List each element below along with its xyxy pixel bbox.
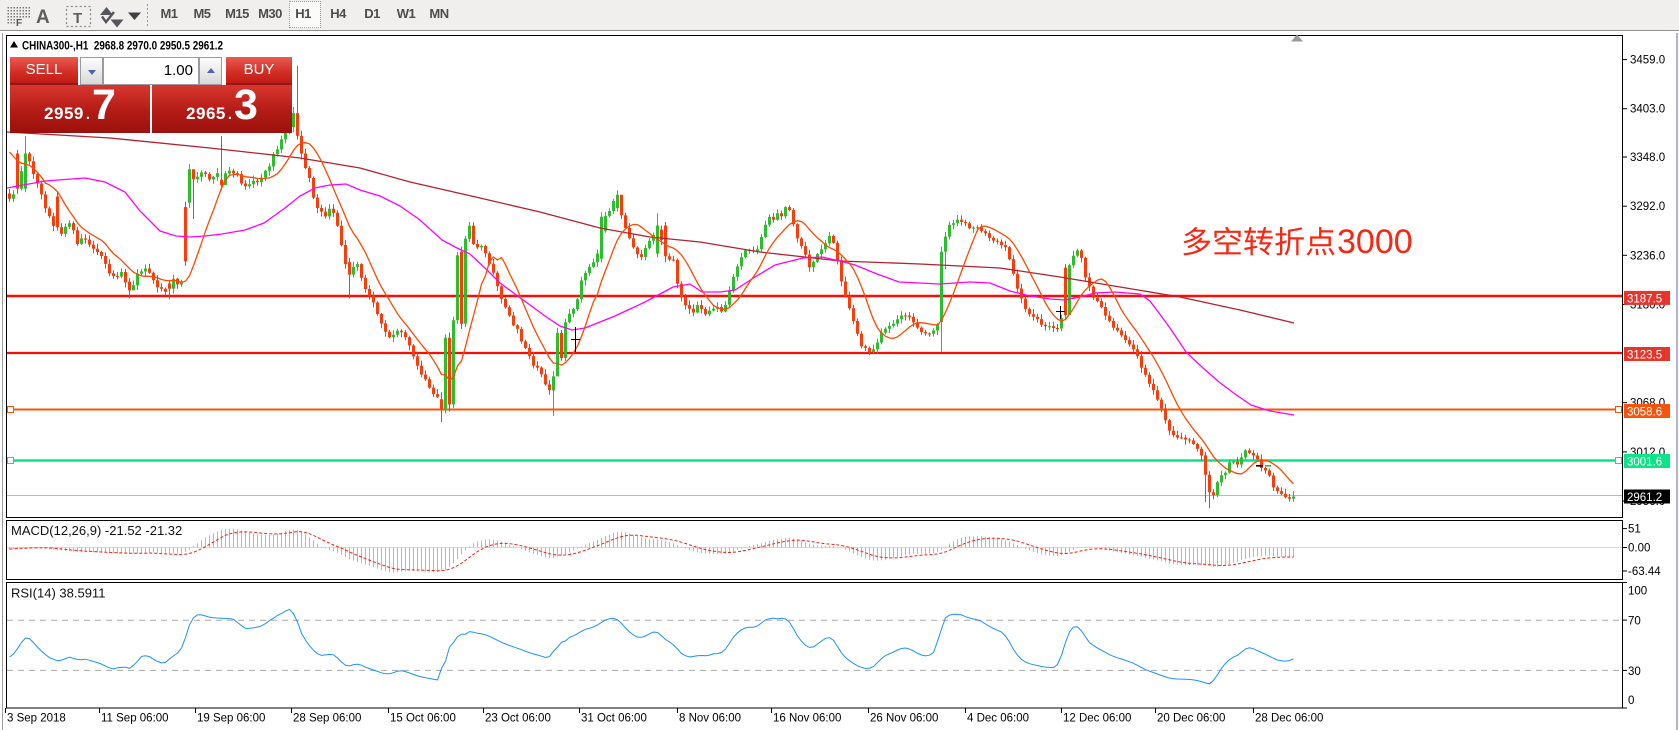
svg-text:3348.0: 3348.0: [1630, 152, 1665, 164]
svg-text:3 Sep 2018: 3 Sep 2018: [7, 713, 66, 725]
svg-text:20 Dec 06:00: 20 Dec 06:00: [1157, 713, 1225, 725]
svg-text:T: T: [73, 10, 82, 27]
svg-text:3292.0: 3292.0: [1630, 201, 1665, 213]
svg-text:30: 30: [1628, 666, 1641, 678]
svg-text:MACD(12,26,9) -21.52 -21.32: MACD(12,26,9) -21.52 -21.32: [11, 523, 182, 538]
svg-text:31 Oct 06:00: 31 Oct 06:00: [581, 713, 647, 725]
svg-text:3001.6: 3001.6: [1627, 457, 1662, 469]
svg-text:RSI(14) 38.5911: RSI(14) 38.5911: [11, 586, 105, 601]
svg-text:3459.0: 3459.0: [1630, 55, 1665, 67]
svg-text:28 Dec 06:00: 28 Dec 06:00: [1255, 713, 1323, 725]
svg-text:0.00: 0.00: [1628, 543, 1650, 555]
svg-text:12 Dec 06:00: 12 Dec 06:00: [1063, 713, 1131, 725]
svg-text:19 Sep 06:00: 19 Sep 06:00: [197, 713, 265, 725]
svg-text:2961.2: 2961.2: [1627, 492, 1662, 504]
svg-text:3000: 3000: [1337, 223, 1413, 261]
svg-text:A: A: [36, 7, 50, 28]
svg-text:3236.0: 3236.0: [1630, 250, 1665, 262]
svg-text:3123.5: 3123.5: [1627, 350, 1662, 362]
svg-text:28 Sep 06:00: 28 Sep 06:00: [293, 713, 361, 725]
svg-text:15 Oct 06:00: 15 Oct 06:00: [390, 713, 456, 725]
svg-text:51: 51: [1628, 524, 1641, 536]
svg-text:CHINA300-,H1 2968.8 2970.0 29: CHINA300-,H1 2968.8 2970.0 2950.5 2961.2: [22, 39, 223, 53]
svg-text:F: F: [16, 18, 22, 29]
svg-text:100: 100: [1628, 586, 1647, 598]
svg-text:3187.5: 3187.5: [1627, 293, 1662, 305]
svg-text:-63.44: -63.44: [1628, 566, 1661, 578]
svg-text:0: 0: [1628, 695, 1634, 707]
svg-text:16 Nov 06:00: 16 Nov 06:00: [773, 713, 841, 725]
svg-text:3058.6: 3058.6: [1627, 407, 1662, 419]
svg-text:11 Sep 06:00: 11 Sep 06:00: [101, 713, 169, 725]
svg-text:26 Nov 06:00: 26 Nov 06:00: [870, 713, 938, 725]
svg-text:8 Nov 06:00: 8 Nov 06:00: [679, 713, 741, 725]
svg-text:23 Oct 06:00: 23 Oct 06:00: [485, 713, 551, 725]
svg-text:4 Dec 06:00: 4 Dec 06:00: [967, 713, 1029, 725]
svg-text:3403.0: 3403.0: [1630, 104, 1665, 116]
svg-text:70: 70: [1628, 616, 1641, 628]
